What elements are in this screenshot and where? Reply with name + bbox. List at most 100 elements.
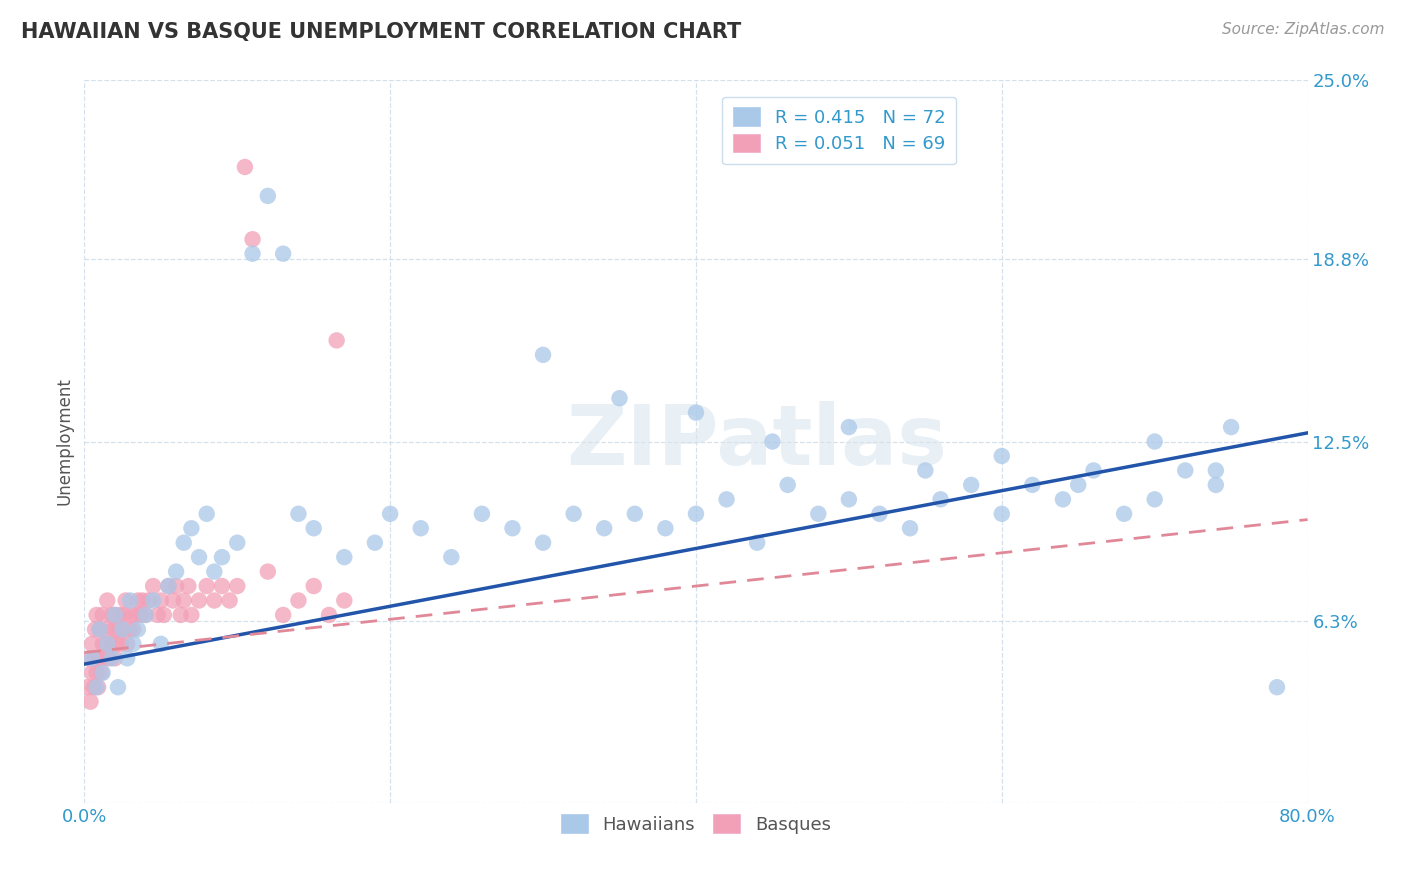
Point <box>838 420 860 434</box>
Point <box>180 521 202 535</box>
Point <box>869 507 891 521</box>
Point <box>96 623 118 637</box>
Point <box>440 550 463 565</box>
Point <box>898 521 921 535</box>
Point <box>929 492 952 507</box>
Point <box>202 565 225 579</box>
Point <box>153 607 176 622</box>
Point <box>107 680 129 694</box>
Point <box>122 637 145 651</box>
Point <box>188 593 211 607</box>
Point <box>87 680 110 694</box>
Point <box>242 232 264 246</box>
Point <box>1205 478 1227 492</box>
Point <box>195 579 218 593</box>
Point <box>838 492 860 507</box>
Point <box>211 550 233 565</box>
Point <box>112 607 135 622</box>
Point <box>562 507 585 521</box>
Point <box>1052 492 1074 507</box>
Point <box>111 623 134 637</box>
Point <box>747 535 769 549</box>
Point <box>121 607 143 622</box>
Point <box>471 507 494 521</box>
Point <box>115 651 138 665</box>
Point <box>120 623 142 637</box>
Point <box>165 565 187 579</box>
Point <box>90 665 112 680</box>
Point <box>776 478 799 492</box>
Point <box>218 593 240 607</box>
Text: Source: ZipAtlas.com: Source: ZipAtlas.com <box>1222 22 1385 37</box>
Point <box>114 593 136 607</box>
Point <box>79 695 101 709</box>
Point <box>318 607 340 622</box>
Point <box>177 579 200 593</box>
Legend: Hawaiians, Basques: Hawaiians, Basques <box>554 807 838 841</box>
Point <box>127 593 149 607</box>
Point <box>502 521 524 535</box>
Point <box>96 593 118 607</box>
Point <box>165 579 187 593</box>
Point <box>325 334 347 348</box>
Point <box>89 623 111 637</box>
Point <box>111 623 134 637</box>
Point <box>91 607 114 622</box>
Point <box>409 521 432 535</box>
Point <box>226 535 249 549</box>
Point <box>1265 680 1288 694</box>
Point <box>127 623 149 637</box>
Point <box>101 651 124 665</box>
Point <box>162 593 184 607</box>
Point <box>807 507 830 521</box>
Point <box>83 680 105 694</box>
Point <box>302 579 325 593</box>
Point <box>233 160 256 174</box>
Point <box>104 607 127 622</box>
Point <box>80 637 103 651</box>
Point <box>333 593 356 607</box>
Point <box>94 637 117 651</box>
Point <box>93 651 115 665</box>
Point <box>173 535 195 549</box>
Point <box>97 651 120 665</box>
Point <box>271 607 294 622</box>
Point <box>104 607 127 622</box>
Point <box>96 637 118 651</box>
Point <box>364 535 387 549</box>
Point <box>149 637 172 651</box>
Point <box>80 665 103 680</box>
Point <box>685 406 707 420</box>
Point <box>333 550 356 565</box>
Point <box>242 246 264 260</box>
Point <box>157 579 180 593</box>
Point <box>624 507 647 521</box>
Point <box>115 637 138 651</box>
Point <box>138 593 160 607</box>
Point <box>98 637 121 651</box>
Point <box>84 623 107 637</box>
Point <box>135 607 157 622</box>
Point <box>716 492 738 507</box>
Point <box>91 665 114 680</box>
Point <box>120 593 142 607</box>
Point <box>202 593 225 607</box>
Point <box>188 550 211 565</box>
Point <box>170 607 193 622</box>
Point <box>1083 463 1105 477</box>
Point <box>173 593 195 607</box>
Point <box>1143 434 1166 449</box>
Point <box>157 579 180 593</box>
Y-axis label: Unemployment: Unemployment <box>55 377 73 506</box>
Point <box>86 607 108 622</box>
Point <box>1174 463 1197 477</box>
Text: HAWAIIAN VS BASQUE UNEMPLOYMENT CORRELATION CHART: HAWAIIAN VS BASQUE UNEMPLOYMENT CORRELAT… <box>21 22 741 42</box>
Text: ZIPatlas: ZIPatlas <box>567 401 948 482</box>
Point <box>125 607 148 622</box>
Point <box>180 607 202 622</box>
Point <box>271 246 294 260</box>
Point <box>654 521 676 535</box>
Point <box>77 651 100 665</box>
Point <box>86 680 108 694</box>
Point <box>609 391 631 405</box>
